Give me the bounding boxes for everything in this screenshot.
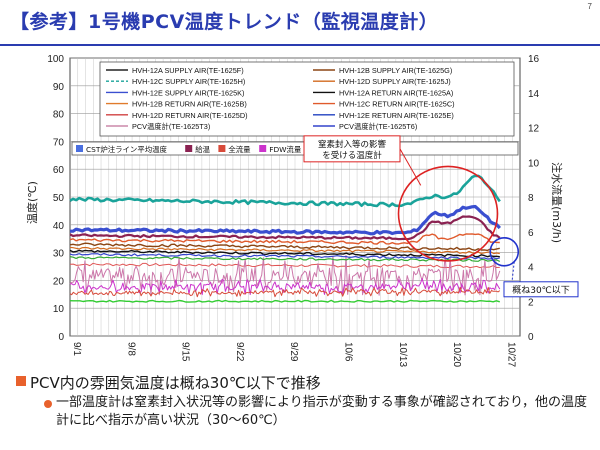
y2-tick-label: 8: [528, 193, 534, 204]
legend-label: PCV温度計(TE-1625T3): [132, 122, 210, 131]
x-tick-label: 10/27: [505, 342, 516, 367]
legend-label: HVH-12E SUPPLY AIR(TE-1625K): [132, 88, 244, 97]
legend-flow-swatch: [185, 145, 193, 152]
x-tick-label: 9/1: [71, 342, 82, 356]
detail-text: 一部温度計は窒素封入状況等の影響により指示が変動する事象が確認されており，他の温…: [56, 395, 588, 428]
legend-flow-swatch: [259, 145, 267, 152]
temperature-series-line: [69, 233, 500, 245]
legend-label: HVH-12B SUPPLY AIR(TE-1625G): [339, 66, 452, 75]
flow-series-line: [69, 286, 501, 298]
below30-annotation-box: [503, 281, 579, 298]
y2-tick-label: 14: [528, 89, 540, 100]
y-tick-label: 70: [53, 137, 65, 148]
y2-tick-label: 2: [528, 297, 534, 308]
detail-bullet-icon: [44, 400, 52, 408]
temperature-series-line: [69, 215, 501, 241]
legend-label: HVH-12D RETURN AIR(TE-1625D): [132, 111, 248, 120]
page-number: 7: [587, 2, 592, 11]
y2-tick-label: 6: [528, 228, 534, 239]
nitrogen-annotation-leader: [399, 148, 422, 186]
y2-tick-label: 0: [528, 332, 534, 343]
legend-label: HVH-12B RETURN AIR(TE-1625B): [132, 100, 247, 109]
y2-tick-label: 16: [528, 54, 540, 65]
flow-series-line: [69, 299, 500, 303]
y-tick-label: 50: [53, 193, 65, 204]
temperature-series-line: [69, 174, 501, 208]
below30-annotation-label: 概ね30℃以下: [512, 284, 570, 296]
x-tick-label: 9/29: [288, 342, 299, 362]
legend-label: HVH-12D SUPPLY AIR(TE-1625J): [339, 77, 451, 86]
legend-label: HVH-12C RETURN AIR(TE-1625C): [339, 100, 455, 109]
y2-tick-label: 10: [528, 158, 540, 169]
y-tick-label: 60: [53, 165, 65, 176]
legend-flow-swatch: [76, 145, 83, 152]
x-tick-label: 10/13: [397, 342, 408, 367]
legend-label: HVH-12A RETURN AIR(TE-1625A): [339, 88, 453, 97]
temperature-series-line: [69, 246, 500, 255]
temperature-series-line: [69, 249, 500, 258]
legend-box: [99, 61, 515, 137]
y-tick-label: 0: [58, 332, 64, 343]
legend-label: HVH-12C SUPPLY AIR(TE-1625H): [132, 77, 245, 86]
legend-box-flow: [71, 141, 519, 156]
nitrogen-annotation-label: を受ける温度計: [322, 150, 382, 161]
temperature-series-line: [70, 204, 501, 236]
legend-label: HVH-12A SUPPLY AIR(TE-1625F): [132, 66, 244, 75]
below30-highlight-circle: [489, 236, 520, 267]
y-axis-title: 温度(℃): [25, 181, 39, 224]
slide-title: 【参考】1号機PCV温度トレンド（監視温度計）: [10, 11, 439, 33]
summary-text: PCV内の雰囲気温度は概ね30℃以下で推移: [30, 374, 321, 392]
x-tick-label: 10/20: [451, 342, 462, 367]
x-tick-label: 9/22: [234, 342, 245, 362]
flow-series-line: [69, 254, 501, 296]
x-tick-label: 9/8: [125, 342, 136, 356]
legend-label: PCV温度計(TE-1625T6): [339, 122, 417, 131]
legend-flow-label: FDW流量: [269, 145, 302, 154]
y-tick-label: 10: [53, 304, 65, 315]
y-tick-label: 100: [47, 54, 64, 65]
legend-flow-swatch: [218, 145, 226, 152]
legend-flow-label: CST炉注ライン平均温度: [86, 145, 167, 154]
y-tick-label: 40: [53, 221, 65, 232]
summary-bullet-icon: [16, 376, 26, 386]
y2-tick-label: 12: [528, 124, 540, 135]
y-tick-label: 20: [53, 276, 65, 287]
y2-tick-label: 4: [528, 263, 534, 274]
legend-flow-label: 給温: [195, 145, 210, 154]
y-tick-label: 80: [53, 110, 65, 121]
legend-label: HVH-12E RETURN AIR(TE-1625E): [339, 111, 454, 120]
below30-annotation-leader: [511, 261, 515, 282]
y-tick-label: 90: [53, 82, 65, 93]
title-rule: [0, 44, 600, 46]
x-tick-label: 10/6: [343, 342, 354, 362]
y2-axis-title: 注水流量(m3/h): [550, 162, 564, 243]
y-tick-label: 30: [53, 249, 65, 260]
temperature-series-line: [69, 242, 500, 252]
temperature-trend-chart: 0 10 20 30 40 50 60 70 80 90 100 0 2 4 6 8 10 12 14 16 温度(℃)…: [25, 54, 579, 367]
x-tick-label: 9/15: [180, 342, 191, 362]
legend-flow-label: 全流量: [228, 145, 251, 154]
nitrogen-highlight-circle: [397, 165, 499, 262]
nitrogen-annotation-label: 窒素封入等の影響: [318, 139, 387, 150]
temperature-series-line: [69, 252, 500, 260]
temperature-series-line: [69, 256, 501, 262]
